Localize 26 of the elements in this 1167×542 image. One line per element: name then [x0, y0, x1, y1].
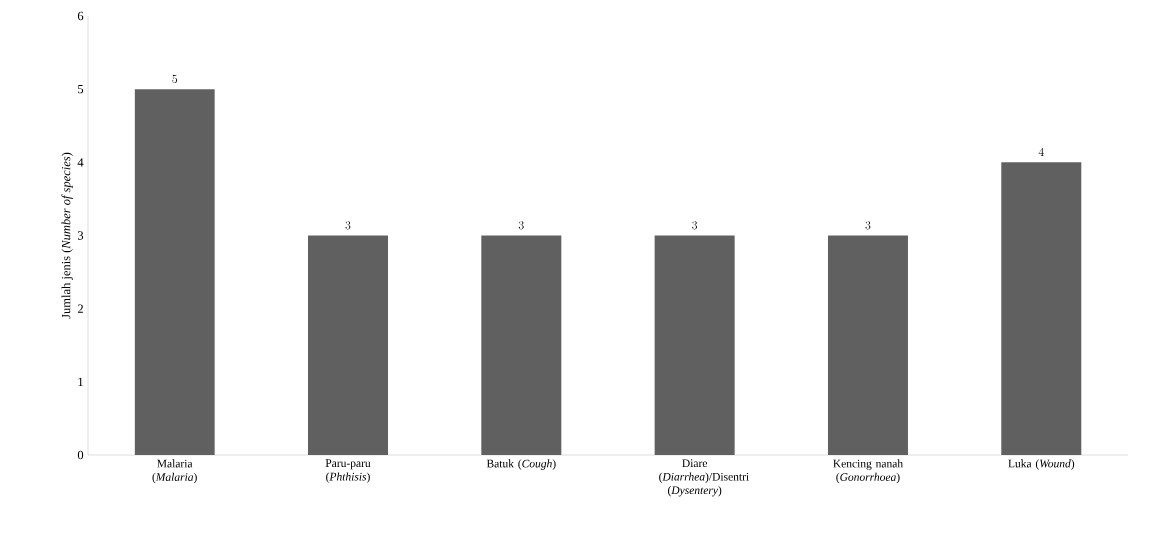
category-label: Diare (Diarrhea)/Disentri (Dysentery) [659, 459, 749, 497]
y-axis-title: Jumlah jenis (Number of species) [61, 152, 73, 319]
y-tick-label: 3 [77, 231, 84, 240]
data-label: 5 [172, 74, 178, 84]
bar [307, 235, 388, 455]
y-tick-label: 0 [77, 450, 84, 460]
x-tick-label: Paru-paru (Phthisis) [325, 459, 371, 483]
x-tick-label: Luka (Wound) [1008, 459, 1075, 470]
x-tick-label: Malaria (Malaria) [152, 459, 197, 484]
data-label: 3 [692, 221, 698, 230]
data-label: 4 [1038, 147, 1044, 156]
y-tick-label: 4 [77, 158, 84, 167]
bar [827, 235, 908, 455]
bar [481, 235, 562, 455]
x-tick-label: Kencing nanah (Gonorrhoea) [833, 459, 903, 484]
y-tick-label: 2 [77, 304, 83, 313]
bar [134, 89, 215, 455]
y-tick-label: 1 [78, 377, 83, 386]
data-label: 3 [518, 221, 524, 230]
data-label: 3 [345, 221, 351, 230]
x-tick-label: Batuk (Cough) [486, 459, 556, 470]
bar [654, 235, 735, 455]
data-label: 3 [865, 221, 871, 230]
y-tick-label: 5 [78, 85, 84, 94]
bar [1001, 162, 1082, 455]
y-tick-label: 6 [77, 11, 84, 21]
